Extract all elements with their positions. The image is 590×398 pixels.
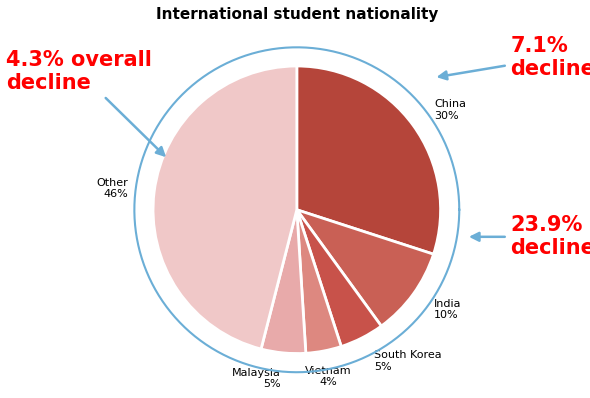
- Text: Malaysia
5%: Malaysia 5%: [232, 368, 281, 390]
- Text: South Korea
5%: South Korea 5%: [374, 350, 441, 372]
- Text: Vietnam
4%: Vietnam 4%: [305, 366, 352, 387]
- Wedge shape: [153, 66, 297, 349]
- Text: 23.9%
decline: 23.9% decline: [471, 215, 590, 258]
- Wedge shape: [297, 210, 381, 347]
- Wedge shape: [261, 210, 306, 353]
- Text: 4.3% overall
decline: 4.3% overall decline: [6, 50, 164, 155]
- Wedge shape: [297, 66, 441, 254]
- Text: China
30%: China 30%: [434, 99, 466, 121]
- Text: 7.1%
decline: 7.1% decline: [439, 36, 590, 79]
- Text: India
10%: India 10%: [434, 298, 461, 320]
- Wedge shape: [297, 210, 341, 353]
- Text: Other
46%: Other 46%: [97, 178, 129, 199]
- Title: International student nationality: International student nationality: [156, 7, 438, 22]
- Wedge shape: [297, 210, 434, 326]
